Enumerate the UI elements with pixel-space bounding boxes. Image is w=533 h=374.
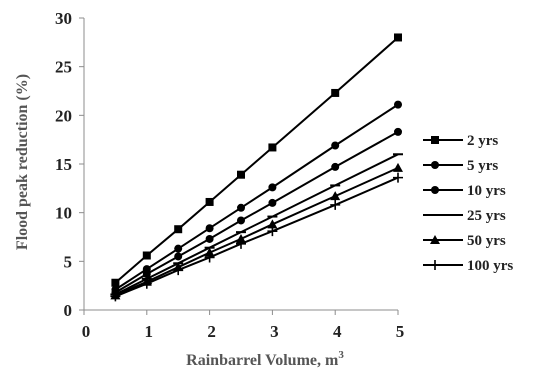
- circle-marker: [268, 198, 277, 207]
- square-marker: [111, 278, 120, 287]
- square-marker: [237, 170, 245, 179]
- x-tick-label: 4: [333, 322, 342, 341]
- square-marker: [174, 225, 183, 234]
- x-tick-label: 5: [396, 322, 405, 341]
- triangle-marker: [267, 219, 278, 229]
- x-axis-title-superscript: 3: [338, 349, 344, 361]
- plus-marker: [430, 260, 440, 270]
- circle-marker: [205, 224, 214, 233]
- x-tick-label: 3: [270, 322, 279, 341]
- legend-item: 50 yrs: [423, 233, 506, 249]
- x-tick-label: 0: [82, 322, 91, 341]
- plus-marker: [141, 278, 152, 289]
- legend-label: 10 yrs: [467, 183, 506, 199]
- y-tick-label: 20: [55, 106, 72, 125]
- circle-marker: [394, 127, 402, 136]
- circle-marker: [142, 269, 151, 278]
- y-tick-label: 10: [55, 204, 72, 223]
- circle-marker: [331, 162, 340, 171]
- plus-marker: [110, 291, 121, 302]
- circle-marker: [205, 234, 214, 243]
- series-10-yrs: [111, 127, 402, 297]
- x-axis-title: Rainbarrel Volume, m3: [186, 349, 344, 369]
- circle-marker: [174, 252, 183, 261]
- legend-label: 5 yrs: [467, 158, 498, 174]
- y-tick-label: 5: [64, 252, 73, 271]
- legend-label: 25 yrs: [467, 208, 506, 224]
- series-50-yrs: [110, 162, 403, 300]
- square-marker: [331, 88, 340, 97]
- legend-item: 2 yrs: [423, 133, 498, 149]
- circle-marker: [431, 161, 439, 169]
- plus-marker: [236, 238, 246, 249]
- triangle-marker: [430, 235, 440, 244]
- legend-item: 25 yrs: [423, 208, 506, 224]
- plus-marker: [173, 265, 184, 276]
- circle-marker: [174, 244, 183, 253]
- y-tick-label: 0: [64, 301, 73, 320]
- series-100-yrs: [110, 172, 403, 302]
- square-marker: [205, 197, 214, 206]
- triangle-marker: [236, 233, 246, 243]
- series-line: [114, 103, 399, 291]
- series-layer: [110, 33, 403, 302]
- series-line: [115, 176, 399, 298]
- y-tick-label: 25: [55, 58, 72, 77]
- legend-label: 100 yrs: [467, 258, 513, 274]
- circle-marker: [331, 141, 340, 150]
- plus-marker: [204, 252, 215, 263]
- circle-marker: [431, 186, 439, 194]
- x-tick-label: 1: [145, 322, 154, 341]
- x-axis-title-text: Rainbarrel Volume, m: [186, 352, 339, 369]
- circle-marker: [237, 203, 245, 212]
- triangle-marker: [204, 247, 215, 257]
- triangle-marker: [330, 191, 341, 201]
- series-25-yrs: [110, 153, 403, 296]
- legend-item: 5 yrs: [423, 158, 498, 174]
- series-line: [114, 153, 399, 296]
- series-5-yrs: [111, 100, 402, 294]
- plus-marker: [330, 199, 341, 210]
- circle-marker: [268, 183, 277, 192]
- legend-item: 100 yrs: [423, 258, 513, 274]
- triangle-marker: [393, 162, 403, 172]
- series-2-yrs: [111, 33, 402, 287]
- axes: 0 5 10 15 20 25 30 0 1 2 3 4 5: [55, 9, 404, 341]
- plus-marker: [393, 172, 403, 183]
- square-marker: [142, 251, 151, 260]
- y-tick-label: 15: [55, 155, 72, 174]
- series-line: [115, 166, 399, 297]
- series-line: [114, 131, 399, 294]
- series-line: [114, 36, 399, 284]
- square-marker: [431, 136, 439, 144]
- legend: 2 yrs 5 yrs 10 yrs 25 yrs 50 yrs 100 yrs: [423, 133, 513, 274]
- x-tick-label: 2: [207, 322, 216, 341]
- plus-marker: [267, 226, 278, 237]
- legend-label: 50 yrs: [467, 233, 506, 249]
- square-marker: [394, 33, 402, 42]
- circle-marker: [394, 100, 402, 109]
- square-marker: [268, 143, 277, 152]
- y-tick-label: 30: [55, 9, 72, 28]
- legend-label: 2 yrs: [467, 133, 498, 149]
- legend-item: 10 yrs: [423, 183, 506, 199]
- y-axis-title: Flood peak reduction (%): [14, 74, 31, 250]
- circle-marker: [237, 216, 245, 225]
